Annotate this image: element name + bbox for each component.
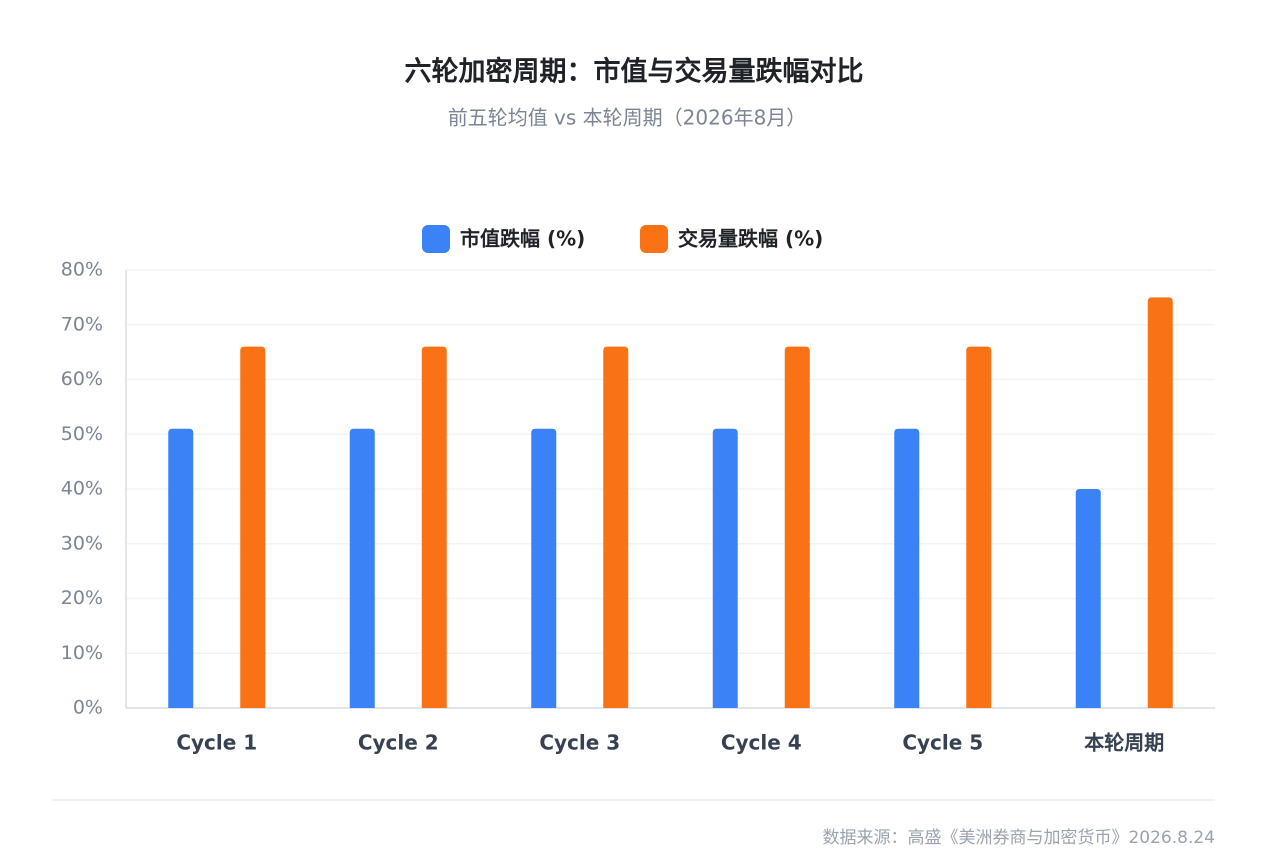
y-tick-label: 60% bbox=[61, 368, 103, 390]
x-tick-label: Cycle 4 bbox=[721, 731, 802, 755]
x-tick-label: Cycle 1 bbox=[176, 731, 257, 755]
bar bbox=[894, 428, 920, 708]
bar bbox=[240, 346, 266, 708]
y-tick-label: 10% bbox=[61, 642, 103, 664]
source-note: 数据来源：高盛《美洲券商与加密货币》2026.8.24 bbox=[822, 828, 1215, 848]
bar bbox=[168, 428, 194, 708]
chart-subtitle: 前五轮均值 vs 本轮周期（2026年8月） bbox=[448, 106, 807, 130]
bar bbox=[603, 346, 629, 708]
y-tick-label: 20% bbox=[61, 587, 103, 609]
bar bbox=[1075, 489, 1101, 708]
x-tick-label: Cycle 5 bbox=[902, 731, 983, 755]
bar bbox=[531, 428, 557, 708]
bar bbox=[784, 346, 810, 708]
bar bbox=[712, 428, 738, 708]
x-tick-label: Cycle 3 bbox=[539, 731, 620, 755]
x-tick-label: 本轮周期 bbox=[1084, 731, 1164, 755]
y-tick-label: 70% bbox=[61, 313, 103, 335]
y-tick-label: 50% bbox=[61, 423, 103, 445]
bar bbox=[1147, 297, 1173, 708]
legend-swatch bbox=[422, 225, 450, 253]
bar bbox=[421, 346, 447, 708]
bar bbox=[966, 346, 992, 708]
x-tick-label: Cycle 2 bbox=[358, 731, 439, 755]
legend-label: 交易量跌幅 (%) bbox=[678, 227, 823, 251]
chart-title: 六轮加密周期：市值与交易量跌幅对比 bbox=[405, 56, 864, 88]
y-tick-label: 0% bbox=[73, 697, 103, 719]
bar bbox=[349, 428, 375, 708]
legend-swatch bbox=[640, 225, 668, 253]
y-tick-label: 80% bbox=[61, 259, 103, 281]
y-tick-label: 40% bbox=[61, 478, 103, 500]
legend-label: 市值跌幅 (%) bbox=[460, 227, 585, 251]
y-tick-label: 30% bbox=[61, 532, 103, 554]
